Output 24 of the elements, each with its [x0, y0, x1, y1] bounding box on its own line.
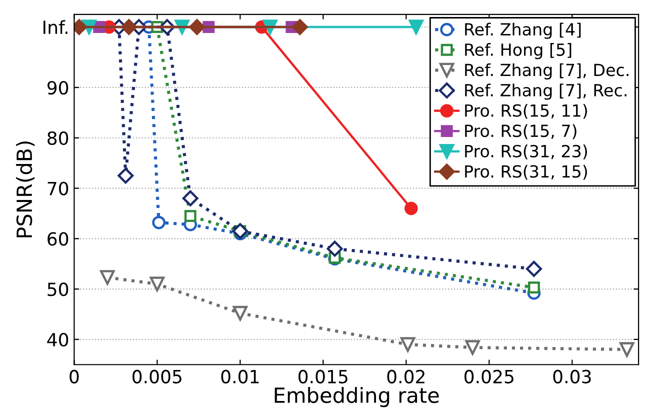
x-tick-label: 0.02 [387, 370, 424, 384]
legend-label: Pro. RS(15, 11) [465, 104, 587, 119]
y-tick-label: 60 [48, 232, 68, 246]
y-axis-title: PSNR(dB) [16, 142, 35, 238]
y-tick-label: 70 [48, 182, 68, 196]
y-tick-label: 80 [48, 131, 68, 145]
y-tick-label: 50 [48, 282, 68, 296]
x-axis-title: Embedding rate [274, 386, 439, 408]
y-tick-label: 40 [47, 332, 68, 347]
x-tick-label: 0.01 [221, 370, 259, 384]
legend-label: Pro. RS(31, 23) [465, 144, 587, 160]
x-tick-label: 0.015 [298, 370, 348, 384]
x-tick-label: 0 [70, 370, 79, 384]
y-tick-label: Inf. [44, 20, 68, 34]
legend-label: Pro. RS(31, 15) [465, 164, 587, 180]
legend-label: Ref. Zhang [4] [465, 22, 581, 39]
x-tick-label: 0.025 [464, 370, 514, 384]
legend-label: Ref. Hong [5] [465, 43, 572, 60]
x-tick-label: 0.03 [553, 370, 591, 384]
legend-label: Ref. Zhang [7], Dec. [465, 63, 628, 80]
y-tick-label: 90 [47, 80, 68, 95]
legend-label: Ref. Zhang [7], Rec. [465, 84, 626, 100]
x-tick-label: 0.005 [132, 370, 182, 384]
legend-label: Pro. RS(15, 7) [465, 124, 576, 140]
